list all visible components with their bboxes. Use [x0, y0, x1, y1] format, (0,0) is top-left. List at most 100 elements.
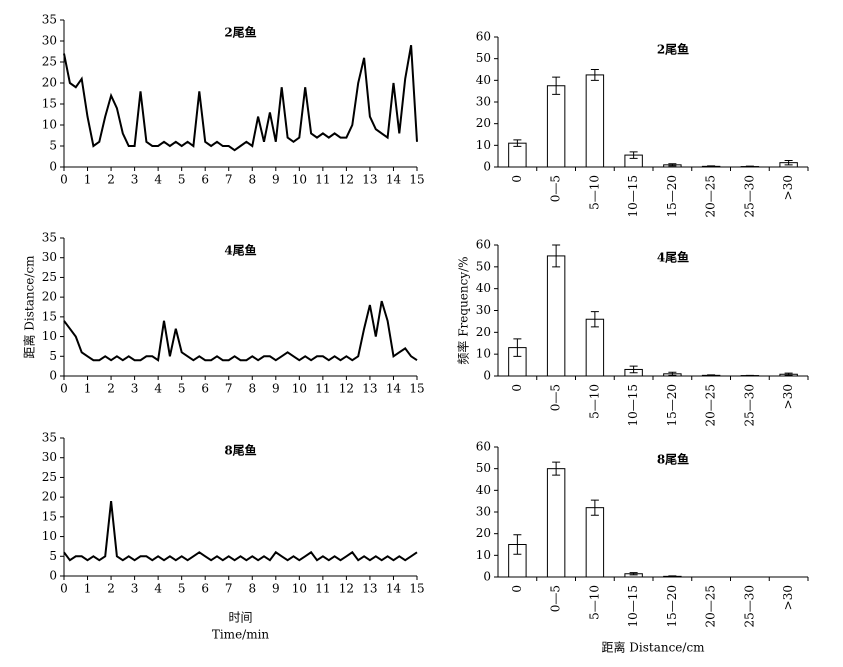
x-tick-label: 5: [178, 382, 186, 396]
bar: [585, 318, 605, 377]
y-tick-label: 10: [476, 138, 491, 152]
y-tick-label: 40: [476, 483, 491, 497]
error-bar: [513, 139, 522, 147]
y-tick-label: 0: [483, 570, 491, 584]
y-tick-label: 30: [476, 303, 491, 317]
x-tick-label: >30: [781, 384, 795, 409]
y-tick-label: 15: [42, 309, 57, 323]
y-axis-label: 频率 Frequency/%: [456, 256, 471, 364]
y-tick-label: 20: [42, 490, 57, 504]
x-tick-label: 13: [362, 382, 377, 396]
bar: [546, 85, 566, 168]
error-bar: [513, 338, 522, 357]
y-tick-label: 20: [42, 76, 57, 90]
x-tick-label: 15: [409, 173, 424, 187]
x-tick-label: 0: [510, 384, 524, 392]
y-tick-label: 25: [42, 270, 57, 284]
y-tick-label: 5: [49, 139, 57, 153]
x-tick-label: 9: [272, 173, 280, 187]
panel-title: 2尾鱼: [657, 42, 689, 57]
error-bar: [552, 76, 561, 95]
series-line: [63, 500, 418, 562]
y-tick-label: 50: [476, 259, 491, 273]
series-line: [63, 300, 418, 362]
y-tick-label: 10: [42, 329, 57, 343]
y-tick-label: 30: [42, 450, 57, 464]
x-tick-label: 8: [248, 382, 256, 396]
panel-title: 4尾鱼: [657, 250, 689, 265]
x-tick-label: 10—15: [626, 384, 640, 427]
y-tick-label: 10: [42, 529, 57, 543]
y-tick-label: 40: [476, 281, 491, 295]
y-tick-label: 30: [476, 95, 491, 109]
x-tick-label: 15: [409, 382, 424, 396]
x-tick-label: 13: [362, 582, 377, 596]
x-tick-label: 11: [315, 382, 330, 396]
x-tick-label: 0: [510, 585, 524, 593]
x-tick-label: 1: [84, 173, 92, 187]
x-tick-label: 5—10: [587, 585, 601, 620]
x-tick-label: 13: [362, 173, 377, 187]
x-tick-label: 7: [225, 582, 233, 596]
error-bar: [513, 534, 522, 555]
error-bar: [707, 374, 716, 377]
x-tick-label: 9: [272, 382, 280, 396]
x-tick-label: 7: [225, 173, 233, 187]
y-tick-label: 20: [476, 526, 491, 540]
series-line: [63, 45, 418, 152]
error-bar: [552, 244, 561, 268]
x-tick-label: 5—10: [587, 175, 601, 210]
x-tick-label: 0—5: [549, 384, 563, 411]
x-tick-label: 15—20: [665, 585, 679, 628]
x-tick-label: 10: [292, 582, 307, 596]
error-bar: [629, 572, 638, 576]
x-tick-label: 2: [107, 382, 115, 396]
x-tick-label: 4: [154, 582, 162, 596]
panel-title: 4尾鱼: [224, 243, 256, 258]
y-tick-label: 15: [42, 509, 57, 523]
x-tick-label: 3: [131, 382, 139, 396]
error-bar: [668, 371, 677, 376]
y-tick-label: 60: [476, 30, 491, 44]
error-bar: [784, 372, 793, 376]
y-tick-label: 5: [49, 349, 57, 363]
y-tick-label: 30: [476, 505, 491, 519]
x-tick-label: 0—5: [549, 175, 563, 202]
y-tick-label: 20: [476, 325, 491, 339]
y-tick-label: 10: [42, 118, 57, 132]
x-tick-label: 3: [131, 582, 139, 596]
x-tick-label: 5: [178, 582, 186, 596]
y-axis-label: 距离 Distance/cm: [22, 255, 37, 359]
x-tick-label: 10—15: [626, 585, 640, 628]
y-tick-label: 15: [42, 97, 57, 111]
error-bar: [745, 165, 754, 168]
error-bar: [590, 69, 599, 81]
x-tick-label: >30: [781, 585, 795, 610]
x-tick-label: 15—20: [665, 175, 679, 218]
x-axis-label: 时间: [228, 611, 252, 625]
panel-title: 2尾鱼: [224, 25, 256, 40]
x-tick-label: 2: [107, 173, 115, 187]
panel-title: 8尾鱼: [224, 443, 256, 458]
error-bar: [552, 461, 561, 476]
x-tick-label: 0: [60, 382, 68, 396]
x-tick-label: 11: [315, 582, 330, 596]
x-tick-label: 14: [386, 382, 402, 396]
error-bar: [629, 365, 638, 374]
x-tick-label: 0: [60, 173, 68, 187]
y-tick-label: 30: [42, 250, 57, 264]
x-tick-label: 5: [178, 173, 186, 187]
y-tick-label: 25: [42, 470, 57, 484]
x-tick-label: 14: [386, 173, 402, 187]
x-tick-label: 4: [154, 382, 162, 396]
y-tick-label: 20: [476, 116, 491, 130]
x-tick-label: 8: [248, 582, 256, 596]
y-tick-label: 25: [42, 55, 57, 69]
y-tick-label: 0: [49, 160, 57, 174]
x-tick-label: 20—25: [704, 175, 718, 218]
y-tick-label: 10: [476, 548, 491, 562]
y-tick-label: 5: [49, 549, 57, 563]
error-bar: [707, 165, 716, 168]
y-tick-label: 30: [42, 34, 57, 48]
